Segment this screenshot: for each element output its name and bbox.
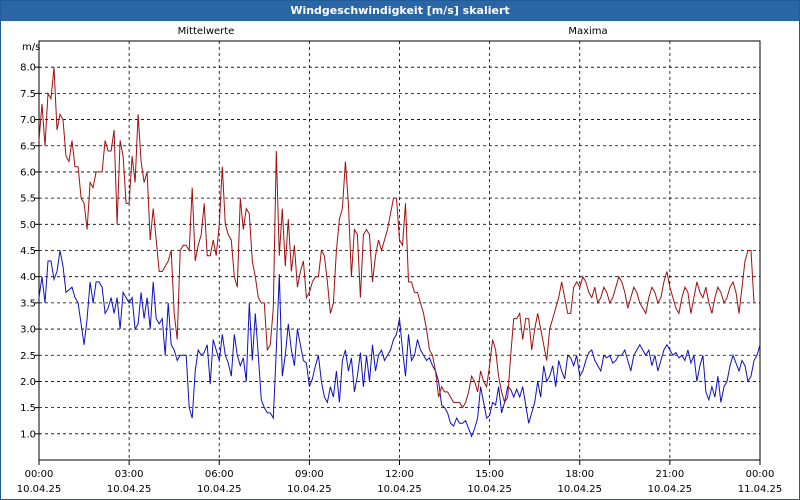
x-tick-time: 12:00 [385, 469, 414, 480]
y-tick-label: 2.5 [20, 351, 36, 362]
grid-lines [39, 41, 760, 460]
x-tick-time: 00:00 [25, 469, 54, 480]
series-lines [38, 67, 761, 438]
x-tick-date: 10.04.25 [287, 484, 332, 495]
x-tick-time: 18:00 [565, 469, 594, 480]
x-tick-time: 15:00 [475, 469, 504, 480]
x-tick-time: 03:00 [115, 469, 144, 480]
y-tick-label: 6.5 [20, 141, 36, 152]
x-tick-time: 09:00 [295, 469, 324, 480]
y-tick-label: 3.0 [20, 325, 36, 336]
x-tick-time: 00:00 [746, 469, 775, 480]
y-tick-label: 4.0 [20, 272, 36, 283]
y-tick-label: 7.5 [20, 89, 36, 100]
y-axis-ticks: 1.0 1.5 2.0 2.5 3.0 3.5 4.0 4.5 5.0 5.5 6.0 6.5 7.0 7… [20, 63, 39, 440]
x-tick-date: 10.04.25 [107, 484, 152, 495]
series-line-mittelwerte [38, 250, 761, 438]
x-tick-date: 10.04.25 [197, 484, 242, 495]
x-tick-date: 10.04.25 [467, 484, 512, 495]
x-axis-ticks: 00:00 10.04.25 03:00 10.04.25 06:00 10.04.25 0… [17, 460, 783, 495]
x-tick-date: 10.04.25 [377, 484, 422, 495]
x-tick-date: 11.04.25 [738, 484, 783, 495]
chart-title: Windgeschwindigkeit [m/s] skaliert [1, 1, 799, 21]
y-tick-label: 3.5 [20, 298, 36, 309]
series-line-maxima [38, 67, 755, 409]
y-tick-label: 2.0 [20, 377, 36, 388]
legend-mittelwerte: Mittelwerte [178, 26, 235, 37]
y-tick-label: 5.0 [20, 220, 36, 231]
x-tick-date: 10.04.25 [17, 484, 62, 495]
y-tick-label: 1.5 [20, 403, 36, 414]
x-tick-time: 06:00 [205, 469, 234, 480]
x-tick-time: 21:00 [655, 469, 684, 480]
y-tick-label: 8.0 [20, 63, 36, 74]
y-tick-label: 1.0 [20, 429, 36, 440]
y-tick-label: 7.0 [20, 115, 36, 126]
y-tick-label: 4.5 [20, 246, 36, 257]
y-tick-label: 6.0 [20, 167, 36, 178]
y-tick-label: 5.5 [20, 194, 36, 205]
legend-maxima: Maxima [568, 26, 607, 37]
x-tick-date: 10.04.25 [648, 484, 693, 495]
x-tick-date: 10.04.25 [557, 484, 602, 495]
y-axis-label: m/s [22, 42, 40, 53]
